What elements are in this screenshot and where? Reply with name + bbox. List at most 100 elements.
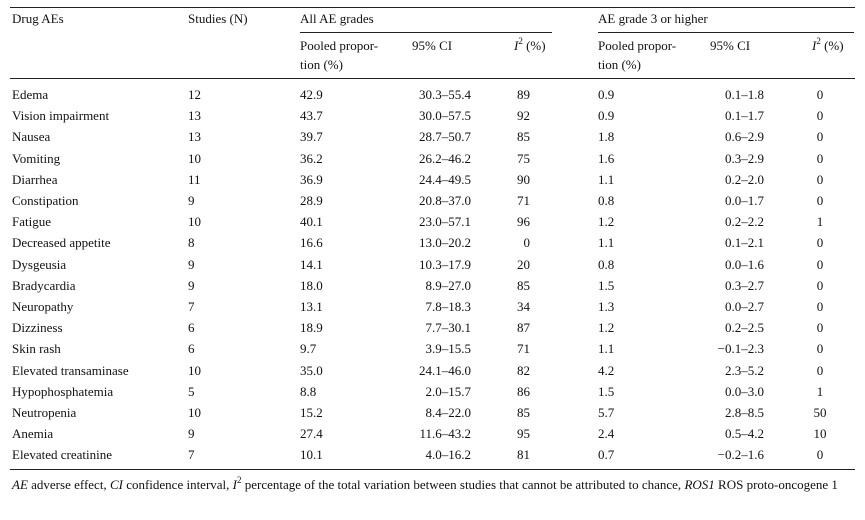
cell-g3-pooled: 0.9 bbox=[598, 108, 615, 124]
cell-g3-i2: 1 bbox=[816, 383, 824, 399]
header-pooled-all: Pooled propor- tion (%) bbox=[300, 38, 378, 73]
cell-g3-ci: 0.2–2.2 bbox=[725, 214, 764, 230]
group-rule-g3 bbox=[598, 32, 854, 33]
cell-drug-ae: Vomiting bbox=[12, 150, 61, 166]
cell-all-i2: 89 bbox=[517, 87, 530, 102]
cell-drug-ae: Anemia bbox=[12, 426, 54, 442]
table-footnote: AE adverse effect, CI confidence interva… bbox=[12, 475, 852, 493]
cell-studies: 7 bbox=[188, 447, 195, 463]
cell-g3-pooled: 0.8 bbox=[598, 193, 615, 208]
cell-all-ci: 8.9–27.0 bbox=[425, 277, 472, 293]
cell-g3-i2: 0 bbox=[816, 193, 824, 208]
cell-g3-pooled: 1.6 bbox=[598, 150, 615, 166]
cell-studies: 10 bbox=[188, 405, 201, 420]
cell-g3-pooled: 1.1 bbox=[598, 341, 615, 357]
cell-drug-ae: Decreased appetite bbox=[12, 235, 111, 251]
cell-g3-ci: 0.3–2.7 bbox=[725, 277, 764, 293]
cell-drug-ae: Edema bbox=[12, 87, 49, 102]
cell-studies: 9 bbox=[188, 256, 195, 272]
cell-g3-pooled: 1.5 bbox=[598, 383, 615, 399]
header-i2-g3-sup: 2 bbox=[816, 35, 821, 46]
cell-all-ci: 4.0–16.2 bbox=[425, 447, 472, 463]
cell-all-i2: 0 bbox=[523, 235, 531, 251]
cell-all-i2: 96 bbox=[517, 214, 530, 230]
header-studies: Studies (N) bbox=[188, 11, 248, 26]
cell-all-ci: 28.7–50.7 bbox=[419, 129, 471, 145]
cell-g3-ci: 2.8–8.5 bbox=[725, 405, 764, 420]
cell-g3-i2: 0 bbox=[816, 87, 824, 102]
cell-all-i2: 71 bbox=[517, 341, 530, 357]
cell-all-pooled: 18.0 bbox=[300, 277, 323, 293]
cell-g3-pooled: 0.7 bbox=[598, 447, 615, 463]
cell-all-pooled: 8.8 bbox=[300, 383, 317, 399]
cell-all-pooled: 43.7 bbox=[300, 108, 323, 124]
table-top-rule bbox=[10, 7, 855, 8]
cell-g3-i2: 0 bbox=[816, 256, 824, 272]
cell-drug-ae: Elevated creatinine bbox=[12, 447, 112, 463]
cell-drug-ae: Skin rash bbox=[12, 341, 61, 357]
cell-all-i2: 82 bbox=[517, 362, 530, 378]
cell-all-pooled: 15.2 bbox=[300, 405, 323, 420]
cell-drug-ae: Bradycardia bbox=[12, 277, 76, 293]
cell-studies: 5 bbox=[188, 383, 195, 399]
cell-all-ci: 11.6–43.2 bbox=[419, 426, 471, 442]
cell-all-ci: 7.8–18.3 bbox=[425, 299, 472, 314]
table-bottom-rule bbox=[10, 469, 855, 470]
cell-drug-ae: Diarrhea bbox=[12, 171, 58, 187]
cell-all-i2: 85 bbox=[517, 277, 530, 293]
cell-g3-i2: 0 bbox=[816, 447, 824, 463]
cell-all-pooled: 36.2 bbox=[300, 150, 323, 166]
cell-studies: 12 bbox=[188, 87, 201, 102]
cell-g3-pooled: 1.1 bbox=[598, 171, 615, 187]
cell-g3-i2: 0 bbox=[816, 150, 824, 166]
cell-all-pooled: 36.9 bbox=[300, 171, 323, 187]
cell-g3-ci: 0.1–1.8 bbox=[725, 87, 764, 102]
cell-g3-pooled: 5.7 bbox=[598, 405, 615, 420]
cell-studies: 9 bbox=[188, 277, 195, 293]
cell-all-pooled: 28.9 bbox=[300, 193, 323, 208]
cell-studies: 6 bbox=[188, 341, 195, 357]
cell-all-ci: 2.0–15.7 bbox=[425, 383, 472, 399]
cell-all-ci: 7.7–30.1 bbox=[425, 320, 472, 336]
cell-g3-i2: 0 bbox=[816, 362, 824, 378]
cell-all-i2: 71 bbox=[517, 193, 530, 208]
cell-g3-ci: 0.6–2.9 bbox=[725, 129, 764, 145]
cell-studies: 13 bbox=[188, 129, 201, 145]
cell-g3-ci: 0.1–2.1 bbox=[725, 235, 764, 251]
cell-g3-ci: 0.5–4.2 bbox=[725, 426, 764, 442]
cell-g3-i2: 0 bbox=[816, 129, 824, 145]
cell-all-pooled: 27.4 bbox=[300, 426, 323, 442]
cell-all-pooled: 40.1 bbox=[300, 214, 323, 230]
header-pooled-g3-line1: Pooled propor- bbox=[598, 38, 677, 53]
cell-drug-ae: Elevated transaminase bbox=[12, 362, 129, 378]
footnote-ae-def: adverse effect, bbox=[27, 477, 110, 492]
cell-g3-ci: 0.0–3.0 bbox=[725, 383, 764, 399]
cell-g3-pooled: 0.8 bbox=[598, 256, 615, 272]
cell-all-ci: 10.3–17.9 bbox=[419, 256, 471, 272]
footnote-i2-def: percentage of the total variation betwee… bbox=[241, 477, 685, 492]
cell-drug-ae: Neutropenia bbox=[12, 405, 77, 420]
cell-drug-ae: Neuropathy bbox=[12, 299, 74, 314]
header-i2-g3-letter: I bbox=[812, 38, 817, 53]
table-header-rule bbox=[10, 78, 855, 79]
cell-all-ci: 8.4–22.0 bbox=[425, 405, 472, 420]
cell-g3-i2: 0 bbox=[816, 171, 824, 187]
header-pooled-all-line2: tion (%) bbox=[300, 57, 343, 72]
cell-g3-ci: 0.2–2.0 bbox=[725, 171, 764, 187]
cell-studies: 13 bbox=[188, 108, 201, 124]
cell-all-ci: 23.0–57.1 bbox=[419, 214, 471, 230]
cell-studies: 6 bbox=[188, 320, 195, 336]
header-all-ae-grades: All AE grades bbox=[300, 11, 374, 26]
cell-all-ci: 13.0–20.2 bbox=[419, 235, 471, 251]
cell-all-i2: 85 bbox=[517, 129, 530, 145]
cell-g3-pooled: 2.4 bbox=[598, 426, 615, 442]
cell-all-pooled: 16.6 bbox=[300, 235, 323, 251]
cell-all-i2: 87 bbox=[517, 320, 530, 336]
header-pooled-g3: Pooled propor- tion (%) bbox=[598, 38, 676, 73]
cell-studies: 9 bbox=[188, 426, 195, 442]
cell-studies: 8 bbox=[188, 235, 195, 251]
cell-g3-ci: 0.3–2.9 bbox=[725, 150, 764, 166]
header-drug-aes: Drug AEs bbox=[12, 11, 64, 26]
cell-studies: 7 bbox=[188, 299, 195, 314]
cell-g3-pooled: 1.1 bbox=[598, 235, 615, 251]
